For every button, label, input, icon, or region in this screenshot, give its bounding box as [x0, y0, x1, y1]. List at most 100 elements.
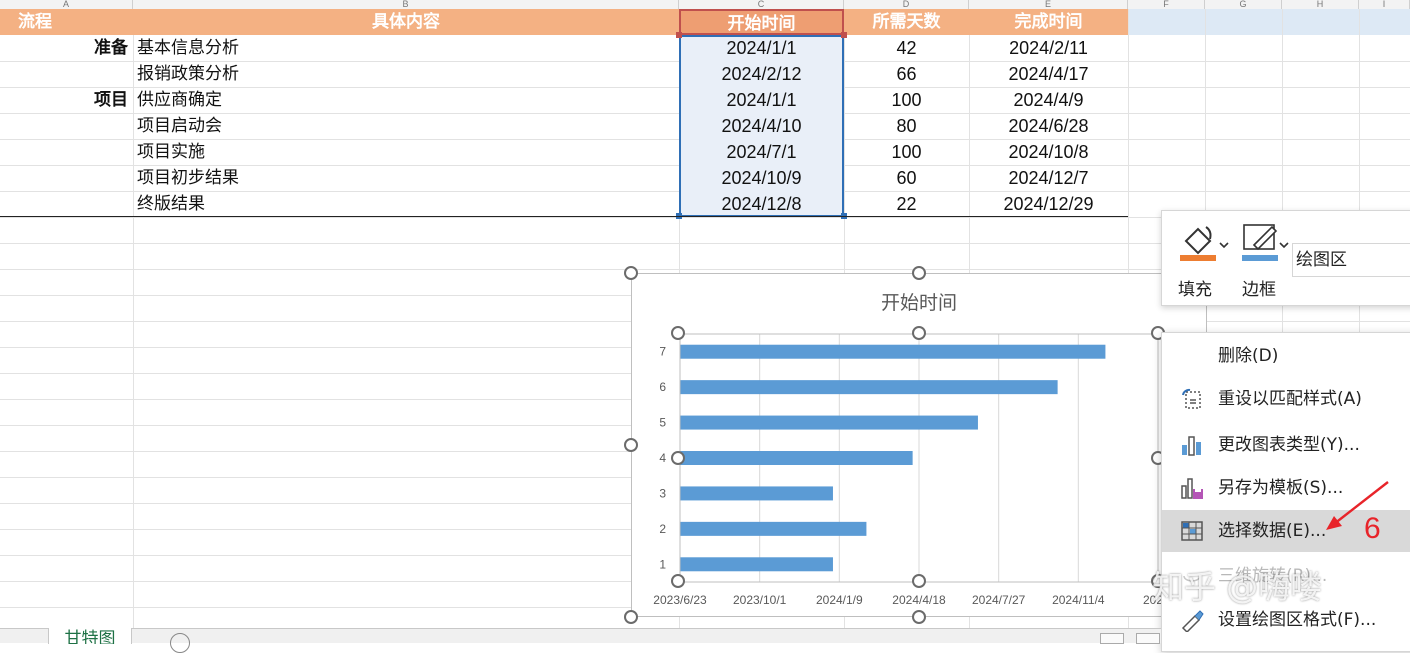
cell-task[interactable]: 项目初步结果 [137, 168, 239, 188]
filled-cells [1128, 9, 1410, 35]
range-handle[interactable] [676, 32, 682, 38]
cell-start[interactable]: 2024/7/1 [726, 142, 797, 162]
grid-line [0, 243, 1410, 244]
menu-item-select-data[interactable]: 选择数据(E)... [1162, 510, 1410, 552]
cell-end[interactable]: 2024/4/9 [1013, 90, 1084, 110]
column-header-i[interactable]: I [1359, 0, 1410, 9]
cell-start[interactable]: 2024/10/9 [721, 168, 802, 188]
column-header-h[interactable]: H [1282, 0, 1359, 9]
column-header-c[interactable]: C [679, 0, 844, 9]
grid-line [133, 9, 134, 628]
cell-end[interactable]: 2024/4/17 [1008, 64, 1089, 84]
cell-stage[interactable] [0, 191, 133, 217]
cell-stage[interactable] [0, 61, 133, 87]
x-tick-label: 2024/11/4 [1052, 593, 1105, 607]
bar[interactable] [680, 344, 1106, 359]
cell-start[interactable]: 2024/1/1 [726, 38, 797, 58]
cell-task[interactable]: 供应商确定 [137, 90, 222, 110]
header-task[interactable]: 具体内容 [133, 9, 679, 35]
sheet-tab[interactable]: 甘特图 [48, 628, 132, 644]
fill-color-swatch [1180, 255, 1216, 261]
cell-end[interactable]: 2024/2/11 [1009, 38, 1088, 58]
column-header-d[interactable]: D [844, 0, 969, 9]
chart-resize-handle[interactable] [624, 266, 638, 280]
cell-days[interactable]: 66 [896, 64, 917, 84]
header-start[interactable]: 开始时间 [679, 9, 844, 35]
header-stage[interactable]: 流程 [0, 9, 133, 35]
cell-days[interactable]: 100 [891, 142, 922, 162]
cell-task[interactable]: 终版结果 [137, 194, 205, 214]
menu-item-label: 重设以匹配样式(A) [1218, 389, 1362, 409]
y-tick-label: 2 [659, 522, 666, 536]
menu-item-delete[interactable]: 删除(D) [1162, 335, 1410, 377]
cell-end[interactable]: 2024/12/29 [1003, 194, 1094, 214]
bar[interactable] [680, 557, 833, 572]
column-header-g[interactable]: G [1205, 0, 1282, 9]
column-header-f[interactable]: F [1128, 0, 1205, 9]
plot-area-handle[interactable] [912, 574, 926, 588]
cell-days[interactable]: 80 [896, 116, 917, 136]
fill-button[interactable]: 填充 [1176, 219, 1232, 300]
grid-line [0, 269, 1410, 270]
cell-task[interactable]: 项目实施 [137, 142, 205, 162]
header-end[interactable]: 完成时间 [969, 9, 1128, 35]
menu-item-format-plot-area[interactable]: 设置绘图区格式(F)... [1162, 599, 1410, 641]
x-tick-label: 2023/6/23 [653, 593, 707, 607]
cell-stage[interactable]: 准备 [94, 38, 128, 58]
cell-days[interactable]: 42 [896, 38, 917, 58]
plot-area-handle[interactable] [912, 326, 926, 340]
cell-task[interactable]: 基本信息分析 [137, 38, 239, 58]
menu-item-3d-rotation: 三维旋转(R)... [1162, 555, 1410, 597]
bar[interactable] [680, 521, 867, 536]
cell-end[interactable]: 2024/10/8 [1008, 142, 1089, 162]
scroll-right-button[interactable] [1136, 633, 1160, 644]
cell-days[interactable]: 60 [896, 168, 917, 188]
menu-item-reset-style[interactable]: 重设以匹配样式(A) [1162, 378, 1410, 420]
cell-end[interactable]: 2024/12/7 [1008, 168, 1089, 188]
chart-resize-handle[interactable] [912, 610, 926, 624]
cell-start[interactable]: 2024/2/12 [721, 64, 802, 84]
gantt-bar-chart[interactable]: 2023/6/23 2023/10/1 2024/1/9 2024/4/18 2024/… [632, 274, 1206, 616]
chart-area[interactable]: 开始时间 2023/6/23 2023/10/1 2024/1/9 2024/4/18… [631, 273, 1207, 617]
cell-start[interactable]: 2024/4/10 [721, 116, 802, 136]
border-button[interactable]: 边框 [1240, 219, 1296, 300]
cell-task[interactable]: 报销政策分析 [137, 64, 239, 84]
column-header-b[interactable]: B [133, 0, 679, 9]
cell-days[interactable]: 22 [896, 194, 917, 214]
chart-element-select[interactable]: 绘图区 [1292, 243, 1410, 277]
cell-task[interactable]: 项目启动会 [137, 116, 222, 136]
column-header-e[interactable]: E [969, 0, 1128, 9]
cell-start[interactable]: 2024/1/1 [726, 90, 797, 110]
cell-start[interactable]: 2024/12/8 [721, 194, 802, 214]
table-bottom-border [0, 216, 1128, 217]
cell-stage[interactable] [0, 113, 133, 139]
bar[interactable] [680, 380, 1058, 395]
cell-end[interactable]: 2024/6/28 [1008, 116, 1089, 136]
chart-resize-handle[interactable] [624, 610, 638, 624]
header-days[interactable]: 所需天数 [844, 9, 969, 35]
cell-stage[interactable]: 项目 [94, 90, 128, 110]
add-sheet-icon[interactable] [170, 633, 190, 653]
chart-title[interactable]: 开始时间 [880, 292, 957, 314]
x-tick-label: 2024/1/9 [816, 593, 863, 607]
context-menu: 删除(D) 重设以匹配样式(A) 更改图表类型(Y)... 另存为模板(S)..… [1161, 332, 1410, 652]
cell-stage[interactable] [0, 165, 133, 191]
bar[interactable] [680, 415, 978, 430]
scroll-left-button[interactable] [1100, 633, 1124, 644]
y-tick-label: 5 [659, 416, 666, 430]
x-tick-label: 2024/7/27 [972, 593, 1026, 607]
bar[interactable] [680, 451, 913, 465]
menu-item-change-chart-type[interactable]: 更改图表类型(Y)... [1162, 424, 1410, 466]
bar[interactable] [680, 486, 833, 501]
select-data-icon [1181, 521, 1203, 541]
plot-area-handle[interactable] [671, 574, 685, 588]
chart-resize-handle[interactable] [624, 438, 638, 452]
cell-stage[interactable] [0, 139, 133, 165]
chart-resize-handle[interactable] [912, 266, 926, 280]
range-handle[interactable] [841, 32, 847, 38]
cell-days[interactable]: 100 [891, 90, 922, 110]
column-header-a[interactable]: A [0, 0, 133, 9]
plot-area-handle[interactable] [671, 326, 685, 340]
plot-area-handle[interactable] [671, 451, 685, 465]
menu-item-save-template[interactable]: 另存为模板(S)... [1162, 467, 1410, 509]
